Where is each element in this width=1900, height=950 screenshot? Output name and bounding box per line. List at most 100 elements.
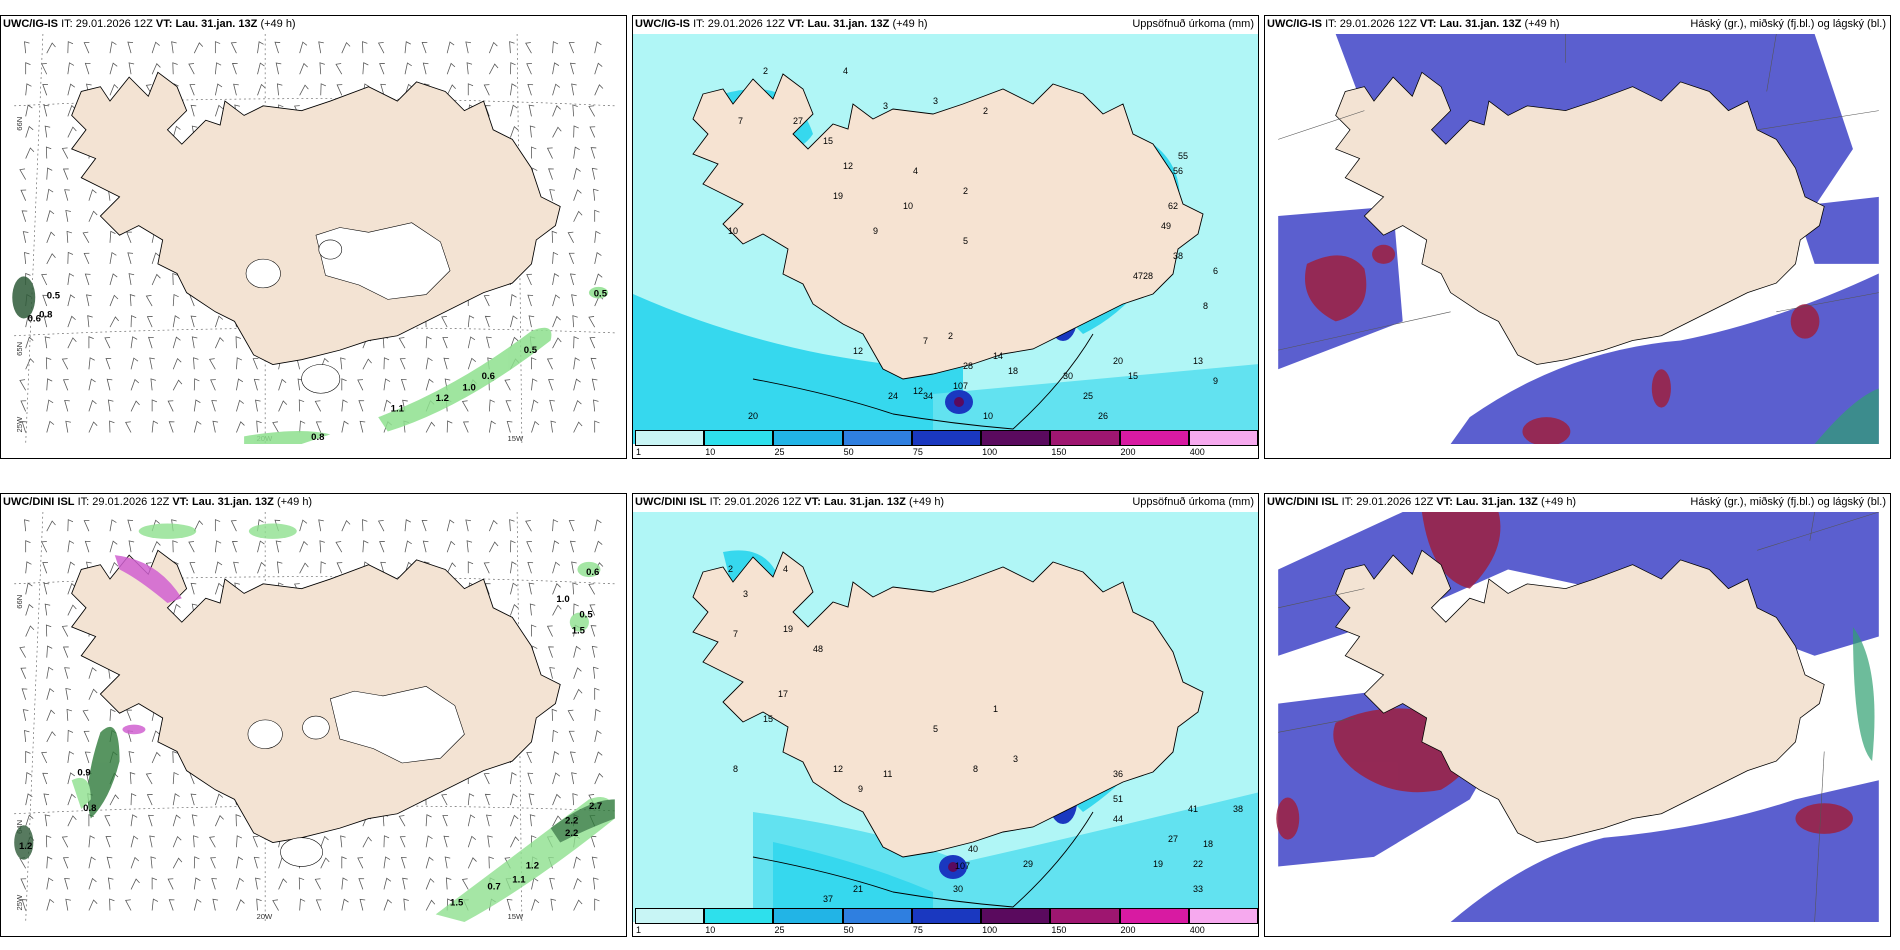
- high-cloud: [1305, 244, 1820, 444]
- wind-barb: [67, 750, 75, 764]
- wind-barb: [46, 188, 54, 201]
- wind-barb: [109, 316, 119, 328]
- wind-barb: [88, 899, 98, 911]
- wind-barb: [336, 84, 343, 96]
- iceland-land: [1335, 549, 1825, 843]
- wind-barb: [67, 772, 76, 785]
- wind-barb: [88, 421, 98, 433]
- wind-barb: [383, 378, 391, 391]
- wind-barb: [109, 273, 118, 286]
- wind-barb: [188, 63, 195, 75]
- wind-barb: [20, 878, 27, 890]
- wind-barb: [486, 336, 492, 349]
- wind-barb: [425, 421, 436, 433]
- wind-barb: [82, 231, 90, 244]
- wind-barb: [109, 251, 117, 264]
- wind-barb: [146, 316, 153, 328]
- wind-label: 0.6: [586, 567, 599, 578]
- wind-barb: [208, 358, 216, 370]
- wind-barb: [148, 814, 154, 827]
- iceland-land: [70, 549, 561, 843]
- wind-barb: [552, 604, 562, 616]
- wind-barb: [379, 63, 385, 75]
- wind-barb: [88, 378, 96, 391]
- wind-barb: [359, 898, 366, 911]
- graticule: [1278, 512, 1879, 922]
- colorbar-segment: [704, 908, 774, 924]
- precip-value: 9: [1213, 376, 1218, 386]
- wind-barb: [483, 772, 490, 785]
- wind-barb: [318, 519, 324, 532]
- wind-barb: [526, 273, 532, 286]
- precip-value: 4: [783, 564, 788, 574]
- precip-value: 5: [963, 236, 968, 246]
- wind-barb: [88, 399, 97, 412]
- wind-barb: [214, 315, 224, 328]
- graticule: [1278, 34, 1879, 351]
- wind-barb: [62, 168, 69, 180]
- precip-value: 38: [1233, 804, 1243, 814]
- panel-title: Uppsöfnuð úrkoma (mm): [1132, 18, 1254, 30]
- wind-barb: [548, 168, 554, 180]
- wind-barb: [214, 41, 221, 54]
- wind-barb: [531, 146, 537, 159]
- wind-barb: [46, 709, 56, 721]
- wind-barb: [172, 814, 181, 827]
- wind-barb: [588, 105, 596, 117]
- wind-barb: [422, 62, 429, 75]
- wind-barb: [61, 358, 69, 370]
- colorbar-segment: [1188, 430, 1258, 446]
- wind-label: 1.2: [19, 841, 32, 852]
- wind-barb: [546, 625, 553, 637]
- wind-barb: [341, 420, 349, 433]
- wind-barb: [591, 378, 598, 391]
- panel-title: Uppsöfnuð úrkoma (mm): [1132, 496, 1254, 508]
- iceland-land: [692, 551, 1204, 858]
- colorbar-tick: 10: [705, 447, 716, 457]
- wind-barb: [255, 877, 261, 890]
- wind-barb: [130, 357, 139, 370]
- wind-label: 1.2: [526, 860, 539, 871]
- wind-barb: [573, 336, 579, 349]
- coastline-contour: [752, 333, 1094, 430]
- it-label: IT:: [709, 496, 722, 508]
- wind-barb: [230, 42, 237, 54]
- wind-barb: [25, 62, 31, 75]
- wind-barb: [130, 835, 139, 848]
- wind-barb: [591, 167, 598, 180]
- wind-barb: [67, 815, 77, 827]
- precip-value: 29: [1023, 859, 1033, 869]
- wind-barb: [145, 294, 153, 307]
- wind-barb: [573, 146, 580, 159]
- wind-barb: [550, 898, 557, 911]
- precip-colorbar: 1 10 25 50 75 100 150 200 400: [635, 430, 1258, 457]
- model-name: UWC/DINI ISL: [1267, 496, 1339, 508]
- wind-barb: [125, 421, 132, 433]
- glaciers: [247, 686, 465, 867]
- wind-barb: [43, 315, 50, 328]
- wind-barb: [84, 62, 91, 75]
- wind-barb: [402, 877, 408, 890]
- wind-barb: [193, 357, 199, 370]
- wind-barb: [43, 104, 50, 117]
- colorbar-tick: 50: [843, 447, 854, 457]
- wind-barb: [107, 877, 114, 890]
- wind-barb: [509, 41, 515, 54]
- wind-barb: [549, 877, 555, 890]
- wind-barb: [46, 231, 56, 243]
- wind-barb: [25, 358, 35, 370]
- wind-barb: [168, 421, 175, 433]
- wind-barb: [67, 540, 75, 553]
- lon-label: 25W: [15, 416, 24, 433]
- wind-barb: [109, 898, 115, 911]
- model-name: UWC/IG-IS: [635, 18, 690, 30]
- wind-barb: [172, 272, 178, 285]
- colorbar-segment: [635, 908, 705, 924]
- precip-value: 47: [1133, 271, 1143, 281]
- lead-time: (+49 h): [276, 496, 313, 508]
- wind-barb: [314, 400, 322, 412]
- wind-barb: [168, 899, 175, 911]
- wind-barb: [362, 519, 368, 532]
- wind-barb: [276, 561, 283, 574]
